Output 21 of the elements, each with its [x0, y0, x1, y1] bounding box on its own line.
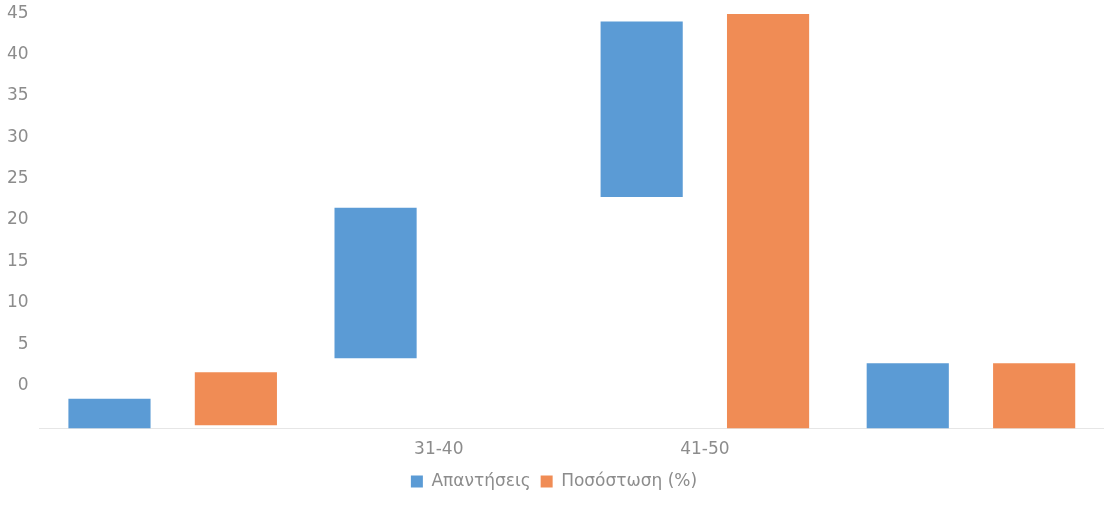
x-tick-label: 41-50 — [680, 438, 730, 459]
y-tick-label: 45 — [6, 1, 29, 22]
y-tick-label: 0 — [17, 373, 29, 394]
legend-label: Απαντήσεις — [431, 469, 531, 490]
x-tick-label: 31-40 — [414, 438, 464, 459]
y-tick-label: 5 — [17, 332, 29, 353]
y-tick-label: 15 — [6, 249, 29, 270]
bar — [726, 14, 810, 429]
legend-label: Ποσόστωση (%) — [561, 469, 698, 490]
y-tick-label: 25 — [6, 167, 29, 188]
bar — [993, 363, 1076, 429]
y-tick-label: 30 — [6, 125, 29, 146]
bar — [866, 363, 949, 429]
bar — [194, 372, 277, 426]
y-tick-label: 20 — [6, 208, 29, 229]
bar — [334, 207, 417, 359]
y-tick-label: 40 — [6, 43, 29, 63]
y-tick-label: 35 — [6, 84, 29, 105]
bar — [68, 398, 151, 429]
y-tick-label: 10 — [6, 291, 29, 312]
bar — [600, 21, 683, 197]
